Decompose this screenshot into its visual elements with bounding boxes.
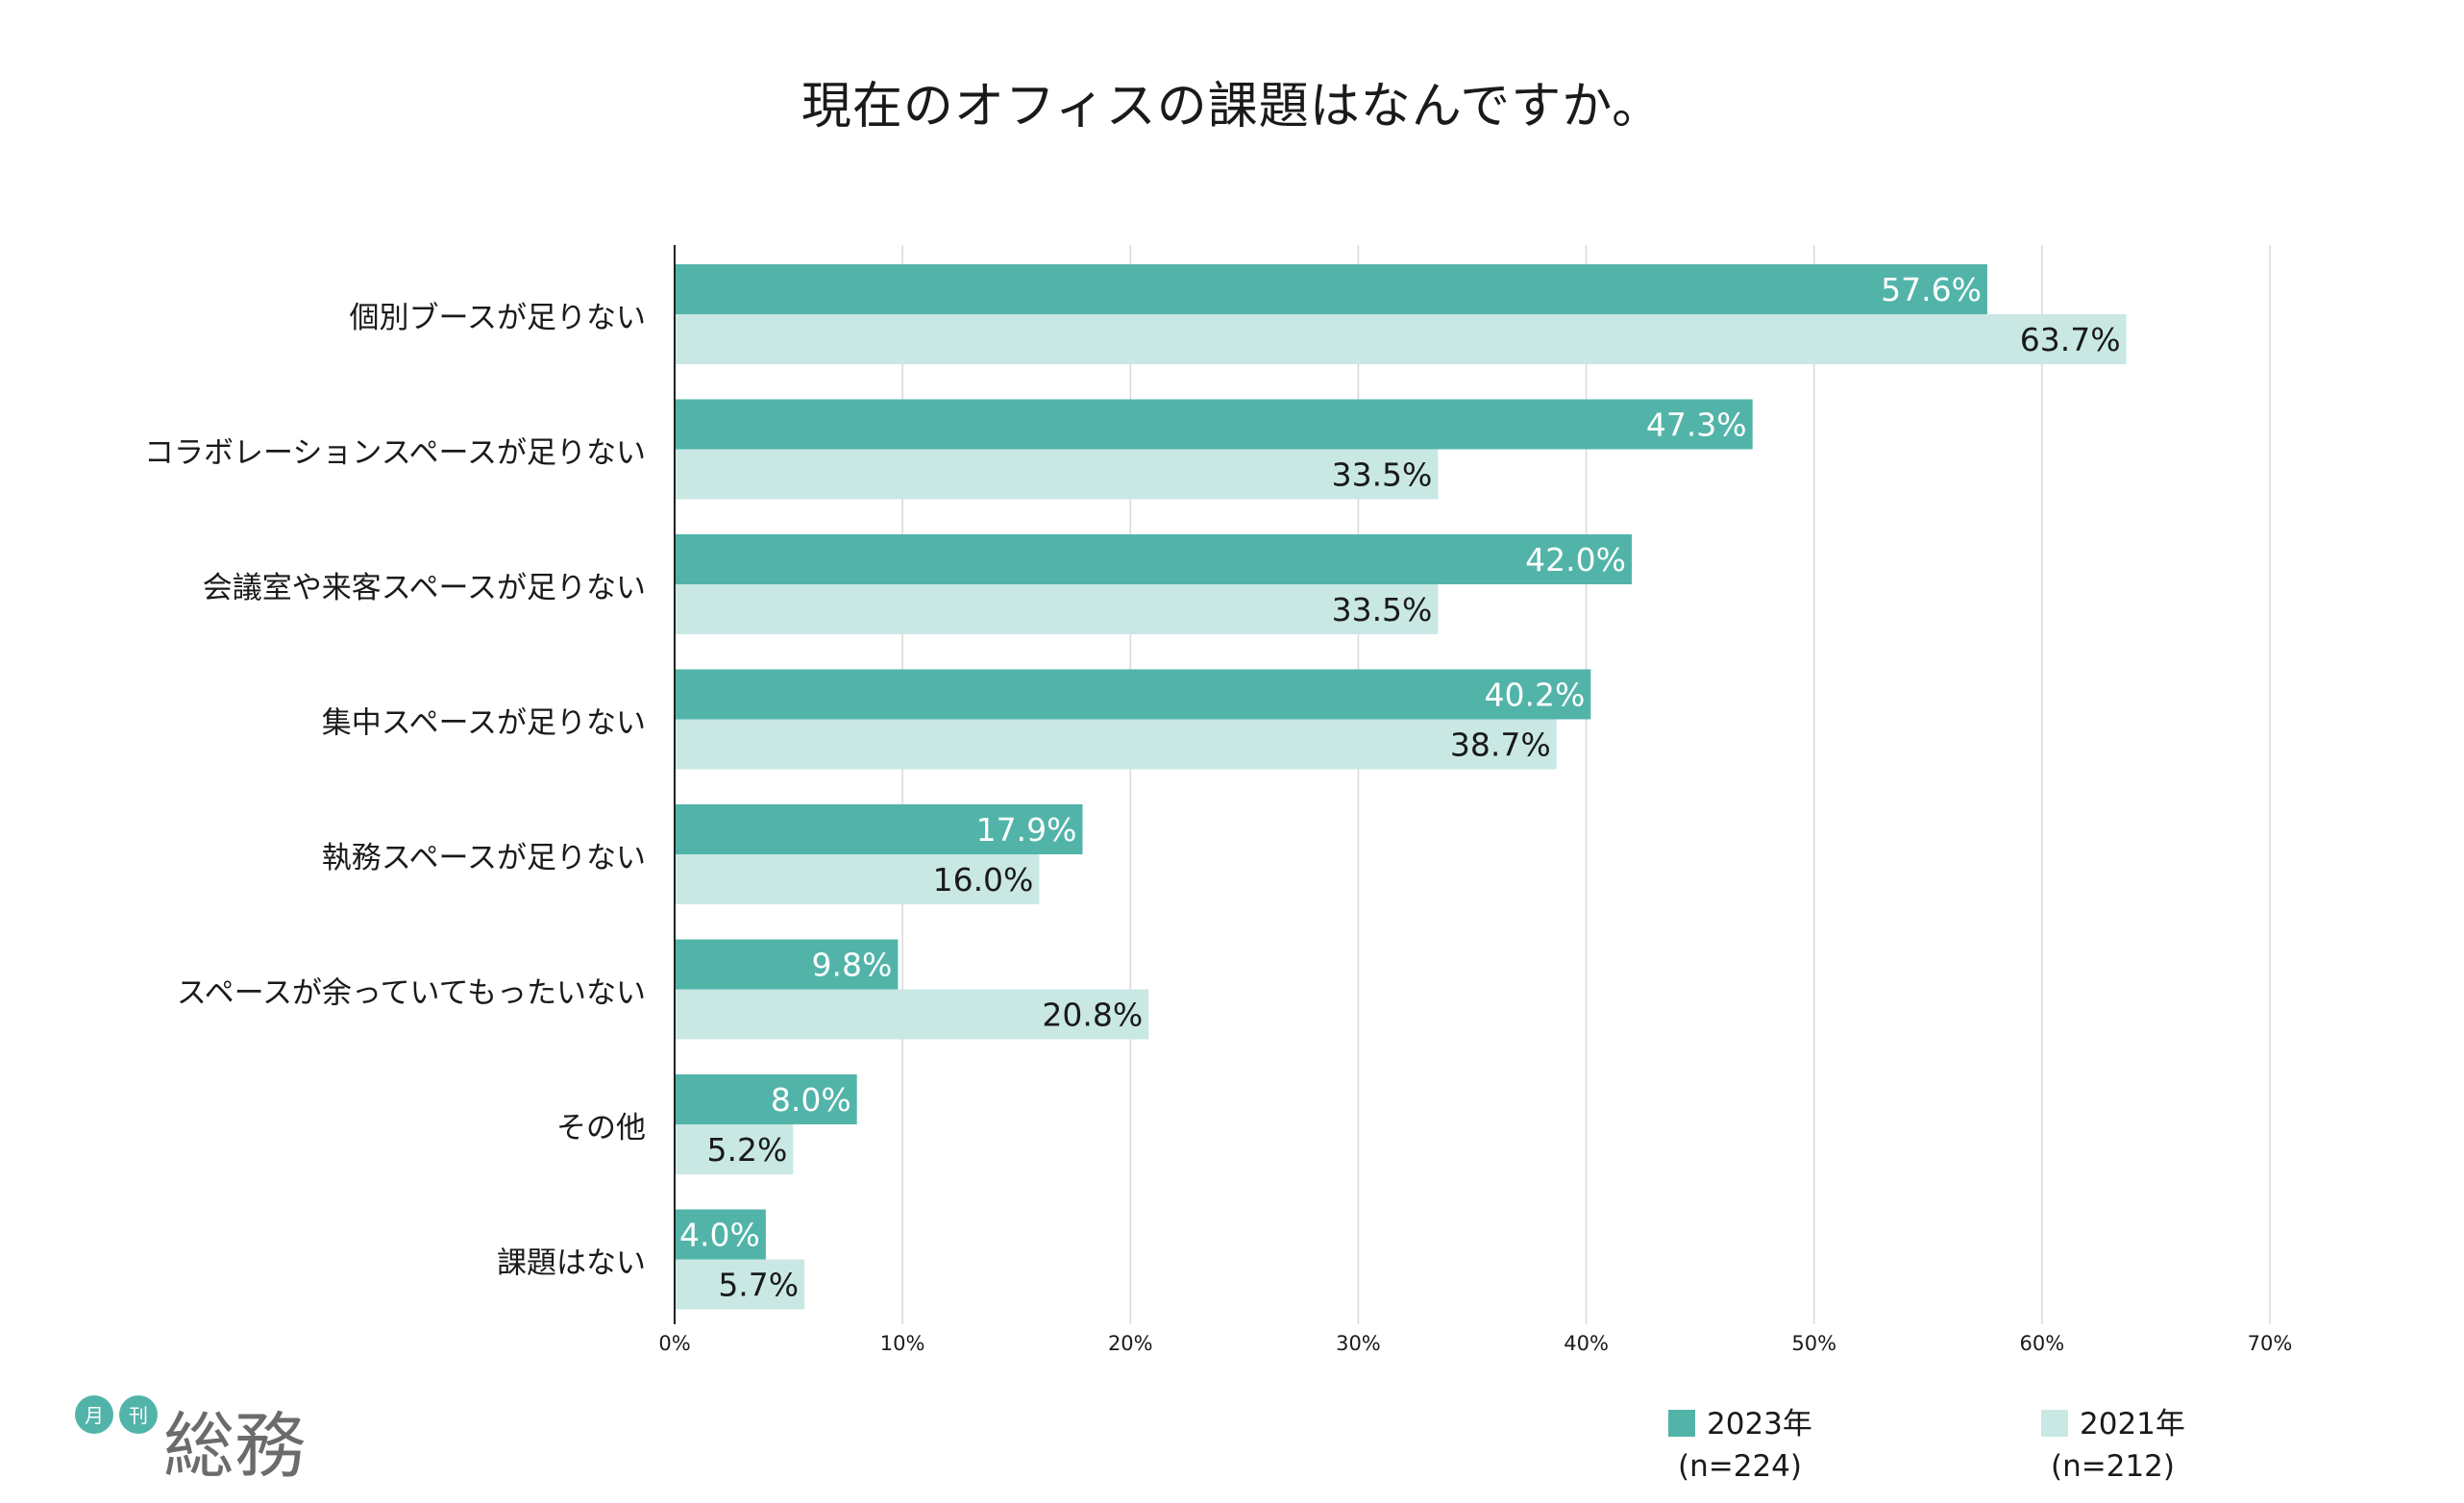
bar-2023 [675, 939, 899, 990]
value-label-2023: 17.9% [976, 811, 1077, 849]
bar-2023 [675, 264, 1987, 314]
legend-item-2021: 2021年 (n=212) [2041, 1403, 2185, 1488]
bar-2021 [675, 584, 1439, 634]
category-label: 個別ブースが足りない [350, 301, 646, 335]
bar-2023 [675, 669, 1591, 720]
bar-2023 [675, 1209, 766, 1260]
value-label-2021: 20.8% [1042, 997, 1143, 1034]
bar-2023 [675, 804, 1083, 854]
category-label: スペースが余っていてもったいない [177, 976, 646, 1011]
value-label-2023: 42.0% [1525, 541, 1626, 579]
x-tick-label: 50% [1791, 1332, 1836, 1355]
bars [675, 264, 2127, 1310]
legend-n-2021: (n=212) [2051, 1449, 2175, 1484]
bar-2023 [675, 1074, 857, 1124]
logo-small-2: 刊 [129, 1404, 148, 1427]
value-label-2021: 16.0% [933, 861, 1034, 899]
x-tick-label: 60% [2020, 1332, 2065, 1355]
x-tick-label: 70% [2248, 1332, 2293, 1355]
category-label: 執務スペースが足りない [322, 841, 646, 875]
value-label-2021: 38.7% [1450, 727, 1551, 764]
bar-2021 [675, 1124, 794, 1174]
bar-2021 [675, 989, 1149, 1040]
value-label-2021: 33.5% [1332, 456, 1433, 494]
category-label: コラボレーションスペースが足りない [144, 436, 646, 471]
bar-2023 [675, 534, 1632, 584]
value-label-2021: 5.2% [706, 1131, 787, 1169]
category-label: 会議室や来客スペースが足りない [203, 571, 646, 605]
legend-label-2023: 2023年 [1707, 1407, 1812, 1441]
legend-n-2023: (n=224) [1678, 1449, 1802, 1484]
value-label-2023: 4.0% [679, 1217, 760, 1254]
logo-main: 総務 [163, 1405, 304, 1488]
category-labels: 個別ブースが足りないコラボレーションスペースが足りない会議室や来客スペースが足り… [144, 301, 646, 1281]
gekkan-somu-logo: 月 刊 総務 [75, 1395, 304, 1488]
bar-2023 [675, 399, 1753, 450]
legend-item-2023: 2023年 (n=224) [1668, 1403, 1812, 1488]
category-label: その他 [556, 1111, 646, 1146]
chart-title: 現在のオフィスの課題はなんですか。 [801, 78, 1663, 136]
x-tick-label: 0% [658, 1332, 690, 1355]
bar-2021 [675, 854, 1040, 904]
bar-2021 [675, 449, 1439, 500]
value-label-2021: 33.5% [1332, 591, 1433, 628]
x-tick-label: 30% [1336, 1332, 1381, 1355]
bar-2021 [675, 719, 1557, 770]
logo-small-1: 月 [85, 1404, 104, 1427]
tick-labels: 0% 10% 20% 30% 40% 50% 60% 70% [658, 1332, 2292, 1355]
x-tick-label: 40% [1564, 1332, 1609, 1355]
value-label-2023: 40.2% [1484, 677, 1585, 714]
category-label: 集中スペースが足りない [322, 706, 646, 741]
legend-swatch-2021 [2041, 1410, 2068, 1437]
legend-swatch-2023 [1668, 1410, 1695, 1437]
value-label-2021: 5.7% [718, 1267, 799, 1304]
value-label-2023: 8.0% [771, 1081, 851, 1119]
bar-2021 [675, 1259, 805, 1310]
x-tick-label: 20% [1108, 1332, 1153, 1355]
value-label-2021: 63.7% [2020, 321, 2121, 358]
category-label: 課題はない [497, 1246, 646, 1281]
x-tick-label: 10% [880, 1332, 925, 1355]
bar-2021 [675, 314, 2127, 364]
value-label-2023: 57.6% [1881, 271, 1982, 308]
legend-label-2021: 2021年 [2080, 1407, 2185, 1441]
value-labels: 57.6% 63.7% 47.3% 33.5% 42.0% 33.5% 40.2% 38.7%… [679, 271, 2121, 1304]
value-label-2023: 9.8% [812, 947, 893, 984]
value-label-2023: 47.3% [1646, 407, 1747, 444]
